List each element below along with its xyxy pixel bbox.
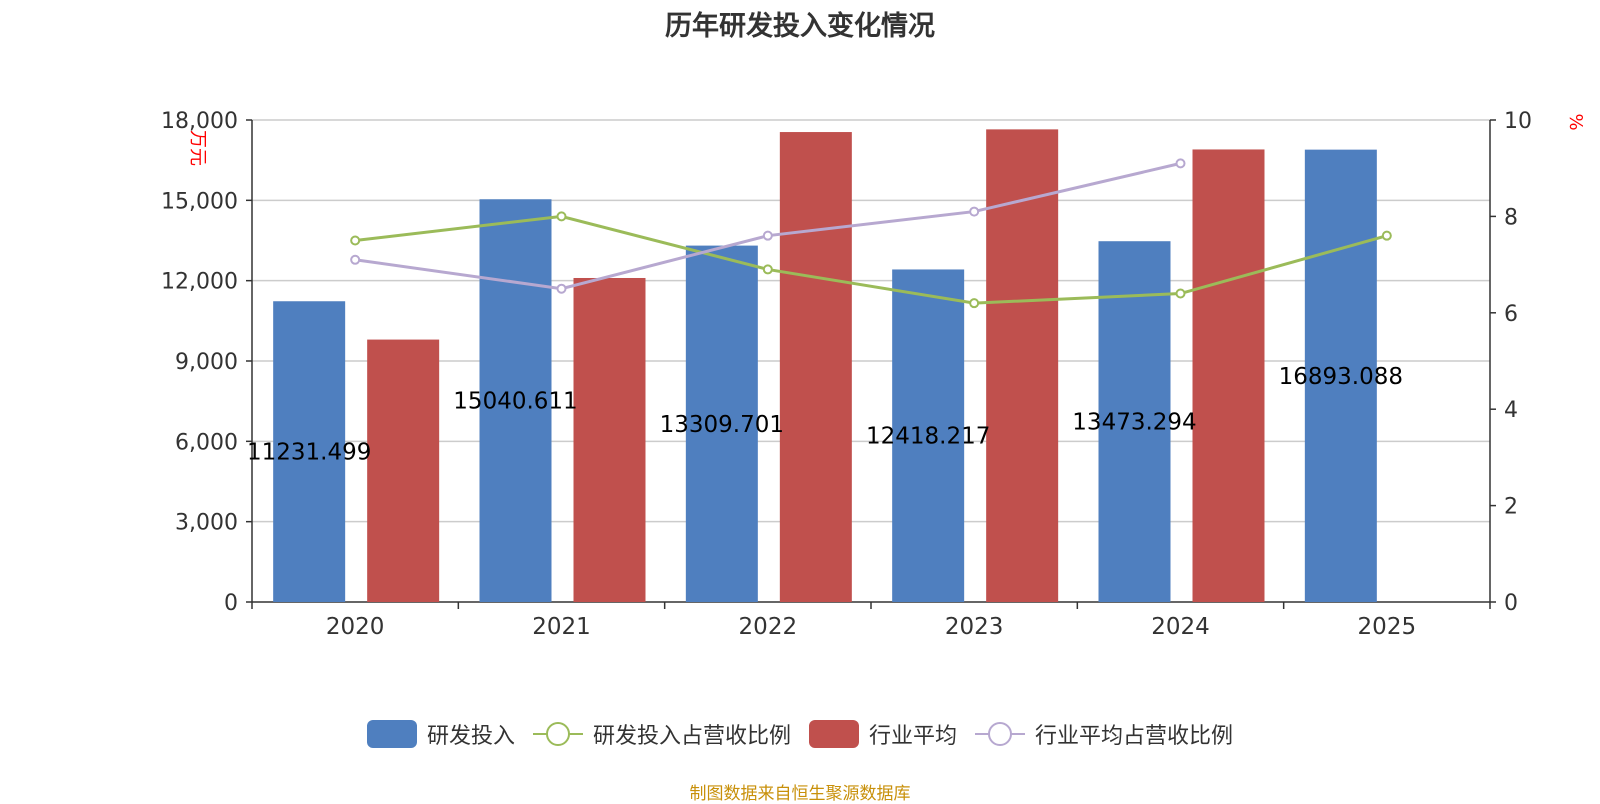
y-left-tick-label: 3,000 <box>175 511 238 536</box>
legend-label-rd-ratio: 研发投入占营收比例 <box>592 724 791 749</box>
point-rd-ratio <box>1175 288 1186 299</box>
point-rd-ratio <box>556 211 567 222</box>
data-label-rd: 13473.294 <box>1072 410 1196 436</box>
data-label-rd: 13309.701 <box>660 412 784 438</box>
point-rd-ratio <box>969 298 980 309</box>
legend-swatch-rd <box>366 720 417 748</box>
y-right-tick-label: 2 <box>1504 495 1518 520</box>
x-tick-label: 2024 <box>1151 614 1210 640</box>
point-rd-ratio <box>350 235 361 246</box>
y-left-tick-label: 15,000 <box>161 189 238 214</box>
y-left-tick-label: 12,000 <box>161 270 238 295</box>
y-left-unit-label: 万元 <box>187 130 208 166</box>
data-source-note: 制图数据来自恒生聚源数据库 <box>689 784 911 804</box>
y-left-tick-label: 6,000 <box>175 430 238 455</box>
bar-rd-2024 <box>1098 241 1171 602</box>
chart-title: 历年研发投入变化情况 <box>665 11 935 42</box>
legend-item-industry[interactable]: 行业平均 <box>809 718 957 750</box>
y-right-tick-label: 8 <box>1504 205 1518 230</box>
data-label-rd: 15040.611 <box>453 389 577 415</box>
point-industry-ratio <box>556 283 567 294</box>
legend-item-industry-ratio[interactable]: 行业平均占营收比例 <box>975 718 1233 750</box>
legend-swatch-industry-ratio <box>975 720 1026 748</box>
y-right-unit-label: % <box>1565 113 1586 130</box>
point-industry-ratio <box>1175 158 1186 169</box>
bar-industry-2020 <box>367 339 440 602</box>
y-right-tick-label: 10 <box>1504 109 1532 134</box>
legend-label-industry-ratio: 行业平均占营收比例 <box>1035 724 1234 749</box>
point-industry-ratio <box>350 254 361 265</box>
point-industry-ratio <box>969 206 980 217</box>
bar-industry-2021 <box>573 277 646 602</box>
x-tick-label: 2023 <box>945 614 1004 640</box>
point-rd-ratio <box>1381 230 1392 241</box>
legend-label-industry: 行业平均 <box>869 724 958 749</box>
bar-rd-2023 <box>892 269 965 602</box>
y-right-tick-label: 4 <box>1504 398 1518 423</box>
bar-rd-2020 <box>273 301 346 602</box>
data-label-rd: 12418.217 <box>866 424 990 450</box>
legend-item-rd[interactable]: 研发投入 <box>366 718 515 750</box>
y-right-tick-label: 6 <box>1504 302 1518 327</box>
x-tick-label: 2021 <box>532 614 591 640</box>
y-left-tick-label: 18,000 <box>161 109 238 134</box>
legend-swatch-industry <box>809 720 859 748</box>
legend-swatch-rd-ratio <box>532 720 583 748</box>
y-left-tick-label: 9,000 <box>175 350 238 375</box>
bar-rd-2021 <box>479 199 552 603</box>
x-tick-label: 2022 <box>739 614 798 640</box>
y-left-tick-label: 0 <box>224 591 238 616</box>
point-industry-ratio <box>762 230 773 241</box>
bar-industry-2023 <box>986 129 1059 602</box>
legend-item-rd-ratio[interactable]: 研发投入占营收比例 <box>532 718 791 750</box>
legend: 研发投入 研发投入占营收比例 行业平均 行业平均占营收比例 <box>0 718 1600 750</box>
legend-label-rd: 研发投入 <box>426 724 515 749</box>
bar-industry-2024 <box>1192 149 1265 602</box>
data-label-rd: 16893.088 <box>1279 364 1403 390</box>
x-tick-label: 2025 <box>1358 614 1417 640</box>
data-label-rd: 11231.499 <box>247 440 371 466</box>
y-right-tick-label: 0 <box>1504 591 1518 616</box>
bar-rd-2022 <box>685 245 758 603</box>
point-rd-ratio <box>762 264 773 275</box>
bar-rd-2025 <box>1304 149 1377 603</box>
line-rd-ratio <box>354 214 1388 305</box>
bar-industry-2022 <box>779 132 852 603</box>
x-tick-label: 2020 <box>326 614 385 640</box>
